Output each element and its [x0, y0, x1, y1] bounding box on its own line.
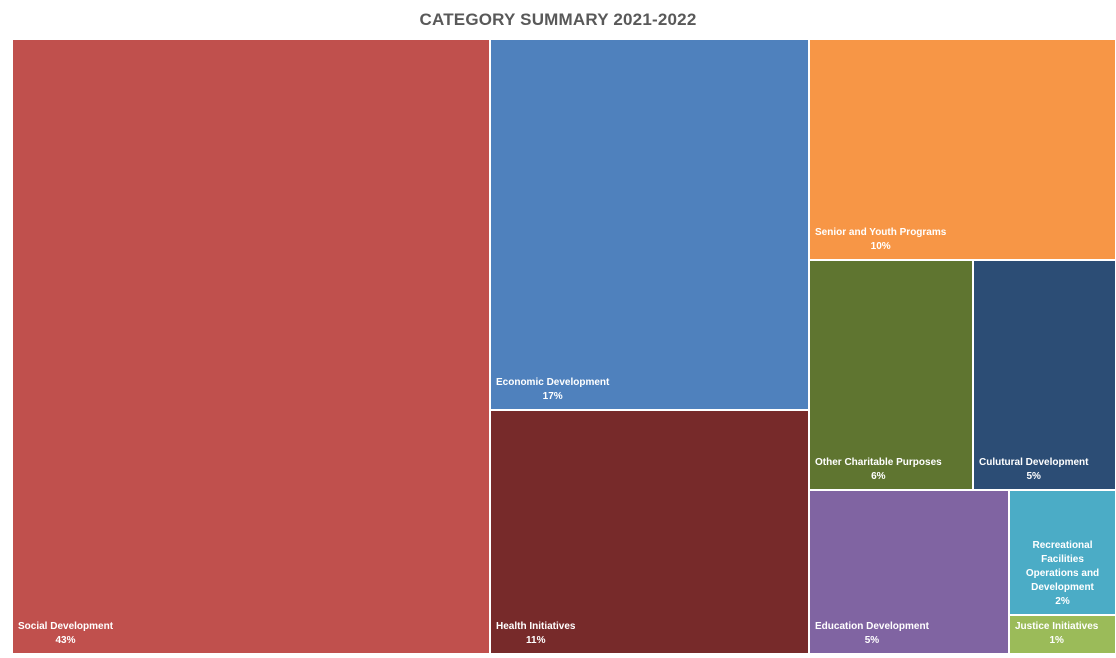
treemap-tile-economic-development: Economic Development 17% — [490, 39, 809, 410]
tile-label-social-development: Social Development 43% — [18, 620, 113, 648]
tile-value-cultural-development: 5% — [1026, 471, 1041, 482]
tile-category-economic-development: Economic Development — [496, 377, 610, 388]
tile-label-other-charitable-purposes: Other Charitable Purposes 6% — [815, 456, 942, 484]
tile-value-health-initiatives: 11% — [526, 635, 546, 646]
tile-label-recreational-facilities: Recreational Facilities Operations and D… — [1014, 539, 1111, 609]
tile-category-other-charitable-purposes: Other Charitable Purposes — [815, 457, 942, 468]
treemap-tile-justice-initiatives: Justice Initiatives 1% — [1009, 615, 1116, 654]
tile-category-social-development: Social Development — [18, 621, 114, 632]
chart-title: CATEGORY SUMMARY 2021-2022 — [419, 10, 697, 29]
tile-label-cultural-development: Culutural Development 5% — [979, 456, 1088, 484]
tile-label-senior-youth-programs: Senior and Youth Programs 10% — [815, 226, 946, 254]
treemap-tile-cultural-development: Culutural Development 5% — [973, 260, 1116, 490]
tile-category-health-initiatives: Health Initiatives — [496, 621, 576, 632]
tile-label-justice-initiatives: Justice Initiatives 1% — [1015, 620, 1098, 648]
tile-value-senior-youth-programs: 10% — [870, 241, 891, 252]
tile-category-education-development: Education Development — [815, 621, 929, 632]
tile-value-social-development: 43% — [55, 635, 76, 646]
tile-label-economic-development: Economic Development 17% — [496, 376, 609, 404]
tile-category-justice-initiatives: Justice Initiatives — [1015, 621, 1099, 632]
tile-label-education-development: Education Development 5% — [815, 620, 929, 648]
tile-value-education-development: 5% — [864, 635, 880, 646]
tile-category-recreational-facilities: Recreational Facilities Operations and D… — [1025, 540, 1100, 593]
treemap-tile-recreational-facilities: Recreational Facilities Operations and D… — [1009, 490, 1116, 615]
tile-category-senior-youth-programs: Senior and Youth Programs — [815, 227, 947, 238]
tile-value-justice-initiatives: 1% — [1049, 635, 1064, 646]
treemap-tile-health-initiatives: Health Initiatives 11% — [490, 410, 809, 654]
tile-category-cultural-development: Culutural Development — [979, 457, 1089, 468]
tile-value-economic-development: 17% — [542, 391, 563, 402]
tile-value-recreational-facilities: 2% — [1055, 596, 1070, 607]
treemap-tile-education-development: Education Development 5% — [809, 490, 1009, 654]
treemap-tile-social-development: Social Development 43% — [12, 39, 490, 654]
treemap-plot-area: Social Development 43% Economic Developm… — [12, 39, 1116, 654]
treemap-tile-senior-youth-programs: Senior and Youth Programs 10% — [809, 39, 1116, 260]
treemap-tile-other-charitable-purposes: Other Charitable Purposes 6% — [809, 260, 973, 490]
tile-value-other-charitable-purposes: 6% — [871, 471, 886, 482]
tile-label-health-initiatives: Health Initiatives 11% — [496, 620, 575, 648]
